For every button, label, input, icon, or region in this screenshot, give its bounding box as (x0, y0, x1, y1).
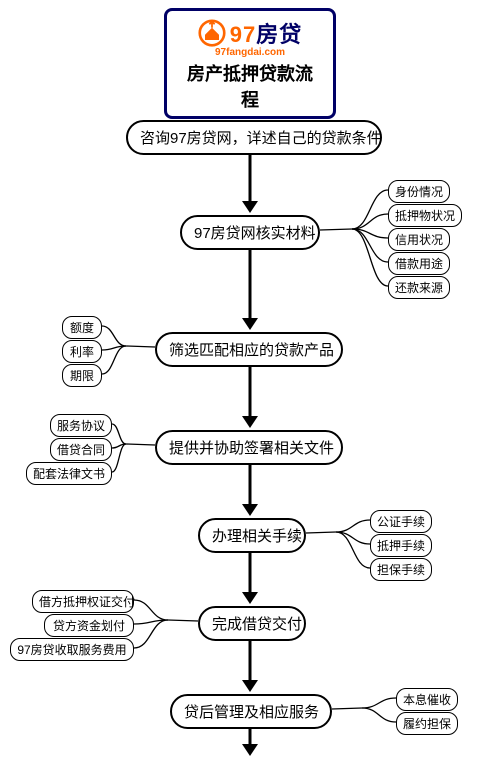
side-note-n4-2: 配套法律文书 (26, 462, 112, 485)
side-note-n7-0: 本息催收 (396, 688, 458, 711)
house-icon (198, 19, 226, 47)
side-note-n3-1: 利率 (62, 340, 102, 363)
flow-node-n5: 办理相关手续 (198, 518, 306, 553)
logo-cn: 房贷 (256, 22, 302, 47)
flow-node-n3: 筛选匹配相应的贷款产品 (155, 332, 343, 367)
side-note-n2-2: 信用状况 (388, 228, 450, 251)
header-box: 97房贷 97fangdai.com 房产抵押贷款流程 (164, 8, 336, 119)
side-note-n4-1: 借贷合同 (50, 438, 112, 461)
side-note-n2-4: 还款来源 (388, 276, 450, 299)
flow-node-n7: 贷后管理及相应服务 (170, 694, 332, 729)
flow-node-n4: 提供并协助签署相关文件 (155, 430, 343, 465)
flow-node-n2: 97房贷网核实材料 (180, 215, 320, 250)
side-note-n4-0: 服务协议 (50, 414, 112, 437)
logo-97: 97 (230, 22, 256, 47)
flow-node-n6: 完成借贷交付 (198, 606, 306, 641)
side-note-n5-2: 担保手续 (370, 558, 432, 581)
side-note-n2-0: 身份情况 (388, 180, 450, 203)
side-note-n5-0: 公证手续 (370, 510, 432, 533)
side-note-n3-2: 期限 (62, 364, 102, 387)
side-note-n7-1: 履约担保 (396, 712, 458, 735)
flow-node-n1: 咨询97房贷网，详述自己的贷款条件 (126, 120, 382, 155)
side-note-n6-2: 97房贷收取服务费用 (10, 638, 134, 661)
side-note-n2-3: 借款用途 (388, 252, 450, 275)
side-note-n2-1: 抵押物状况 (388, 204, 462, 227)
side-note-n6-0: 借方抵押权证交付 (32, 590, 134, 613)
logo-text: 97房贷 (230, 17, 303, 49)
side-note-n5-1: 抵押手续 (370, 534, 432, 557)
side-note-n3-0: 额度 (62, 316, 102, 339)
side-note-n6-1: 贷方资金划付 (44, 614, 134, 637)
logo-row: 97房贷 (181, 17, 319, 49)
header-subtitle: 房产抵押贷款流程 (181, 60, 319, 112)
